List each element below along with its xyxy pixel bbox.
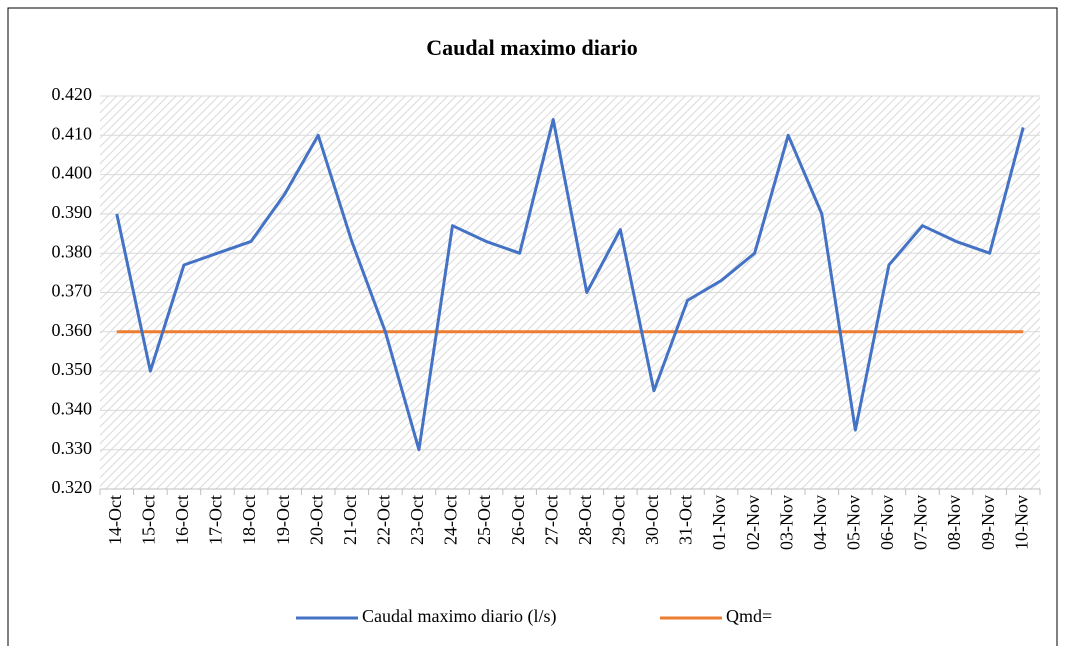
x-tick-label: 22-Oct bbox=[373, 495, 393, 545]
x-tick-label: 18-Oct bbox=[239, 495, 259, 545]
x-tick-label: 19-Oct bbox=[273, 495, 293, 545]
y-tick-label: 0.330 bbox=[52, 438, 93, 458]
y-tick-label: 0.370 bbox=[52, 281, 93, 301]
y-tick-label: 0.350 bbox=[52, 359, 93, 379]
x-tick-label: 04-Nov bbox=[810, 495, 830, 550]
x-tick-label: 25-Oct bbox=[474, 495, 494, 545]
x-tick-label: 14-Oct bbox=[105, 495, 125, 545]
x-tick-label: 21-Oct bbox=[340, 495, 360, 545]
x-tick-label: 31-Oct bbox=[676, 495, 696, 545]
x-tick-label: 30-Oct bbox=[642, 495, 662, 545]
x-tick-label: 05-Nov bbox=[843, 495, 863, 550]
x-tick-label: 20-Oct bbox=[306, 495, 326, 545]
x-tick-label: 08-Nov bbox=[944, 495, 964, 550]
legend-label: Qmd= bbox=[726, 606, 772, 626]
x-tick-label: 10-Nov bbox=[1011, 495, 1031, 550]
x-tick-label: 23-Oct bbox=[407, 495, 427, 545]
chart-title: Caudal maximo diario bbox=[426, 35, 637, 60]
x-tick-label: 06-Nov bbox=[877, 495, 897, 550]
x-tick-label: 01-Nov bbox=[709, 495, 729, 550]
x-tick-label: 03-Nov bbox=[776, 495, 796, 550]
x-tick-label: 02-Nov bbox=[743, 495, 763, 550]
x-tick-label: 29-Oct bbox=[608, 495, 628, 545]
x-tick-label: 17-Oct bbox=[206, 495, 226, 545]
y-tick-label: 0.400 bbox=[52, 163, 93, 183]
y-tick-label: 0.410 bbox=[52, 123, 93, 143]
y-tick-label: 0.390 bbox=[52, 202, 93, 222]
x-tick-label: 09-Nov bbox=[978, 495, 998, 550]
series-line bbox=[115, 118, 1025, 452]
y-tick-label: 0.360 bbox=[52, 320, 93, 340]
x-tick-label: 26-Oct bbox=[508, 495, 528, 545]
legend-label: Caudal maximo diario (l/s) bbox=[362, 606, 556, 627]
y-tick-label: 0.320 bbox=[52, 477, 93, 497]
x-tick-label: 07-Nov bbox=[911, 495, 931, 550]
x-tick-label: 28-Oct bbox=[575, 495, 595, 545]
x-tick-label: 27-Oct bbox=[541, 495, 561, 545]
y-tick-label: 0.380 bbox=[52, 241, 93, 261]
x-tick-label: 24-Oct bbox=[441, 495, 461, 545]
y-tick-label: 0.340 bbox=[52, 399, 93, 419]
x-tick-label: 15-Oct bbox=[138, 495, 158, 545]
y-tick-label: 0.420 bbox=[52, 84, 93, 104]
x-tick-label: 16-Oct bbox=[172, 495, 192, 545]
